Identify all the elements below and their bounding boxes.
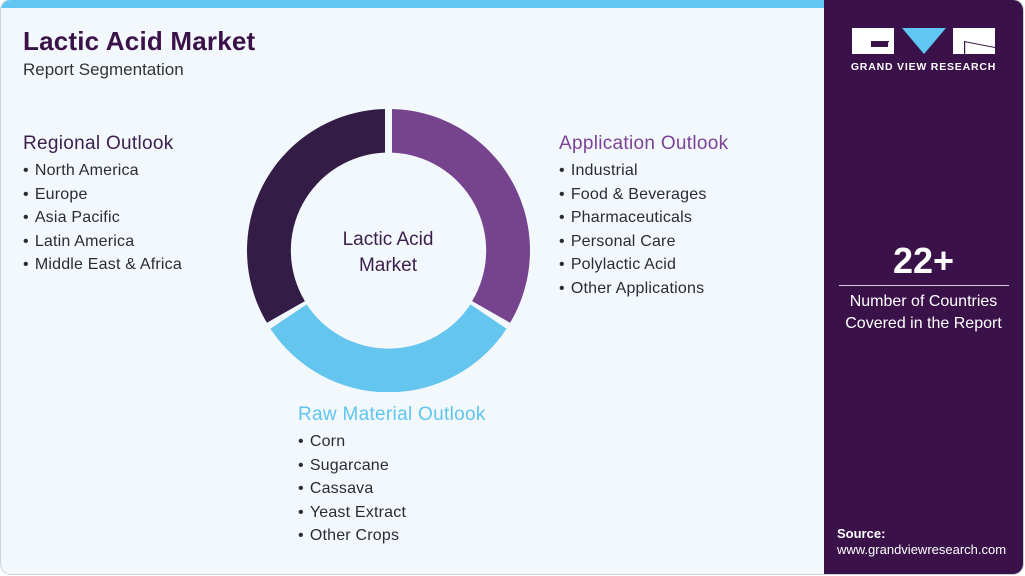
- page-subtitle: Report Segmentation: [23, 60, 184, 79]
- list-item: Other Applications: [559, 277, 728, 301]
- center-line-2: Market: [358, 255, 418, 276]
- top-accent-bar: [1, 0, 824, 8]
- regional-outlook: Regional Outlook North America Europe As…: [23, 133, 182, 277]
- application-heading: Application Outlook: [559, 133, 729, 154]
- list-item: Industrial: [559, 159, 728, 183]
- source-label: Source:: [837, 526, 886, 541]
- regional-list: North America Europe Asia Pacific Latin …: [23, 159, 182, 277]
- brand-sidebar: [824, 0, 1023, 574]
- list-item: Corn: [298, 430, 486, 454]
- list-item: Sugarcane: [298, 454, 486, 478]
- stat-desc-line-2: Covered in the Report: [845, 315, 1002, 332]
- list-item: Personal Care: [559, 230, 728, 254]
- grand-view-research-logo-icon: [852, 28, 995, 54]
- list-item: Europe: [23, 183, 182, 207]
- list-item: Other Crops: [298, 524, 486, 548]
- application-list: Industrial Food & Beverages Pharmaceutic…: [559, 159, 728, 301]
- application-outlook: Application Outlook Industrial Food & Be…: [559, 133, 728, 301]
- raw-material-outlook: Raw Material Outlook Corn Sugarcane Cass…: [298, 404, 486, 548]
- list-item: Polylactic Acid: [559, 253, 728, 277]
- donut-segment-raw-material: [270, 304, 507, 392]
- donut-segment-regional: [247, 109, 385, 323]
- list-item: Yeast Extract: [298, 501, 486, 525]
- page-title: Lactic Acid Market: [23, 26, 256, 56]
- raw-material-heading: Raw Material Outlook: [298, 404, 486, 425]
- logo-text: GRAND VIEW RESEARCH: [850, 61, 997, 73]
- segmentation-donut: [247, 109, 530, 392]
- center-line-1: Lactic Acid: [342, 229, 434, 250]
- source-url: www.grandviewresearch.com: [837, 542, 1007, 557]
- list-item: North America: [23, 159, 182, 183]
- list-item: Pharmaceuticals: [559, 206, 728, 230]
- stat-description: Number of Countries Covered in the Repor…: [824, 291, 1023, 335]
- donut-center-label: Lactic Acid Market: [308, 227, 468, 279]
- stat-value: 22+: [892, 240, 955, 281]
- raw-material-list: Corn Sugarcane Cassava Yeast Extract Oth…: [298, 430, 486, 548]
- list-item: Middle East & Africa: [23, 253, 182, 277]
- regional-heading: Regional Outlook: [23, 133, 174, 154]
- list-item: Food & Beverages: [559, 183, 728, 207]
- donut-segment-application: [392, 109, 530, 323]
- stat-desc-line-1: Number of Countries: [849, 293, 998, 310]
- list-item: Asia Pacific: [23, 206, 182, 230]
- stat-divider: [839, 285, 1009, 286]
- list-item: Cassava: [298, 477, 486, 501]
- list-item: Latin America: [23, 230, 182, 254]
